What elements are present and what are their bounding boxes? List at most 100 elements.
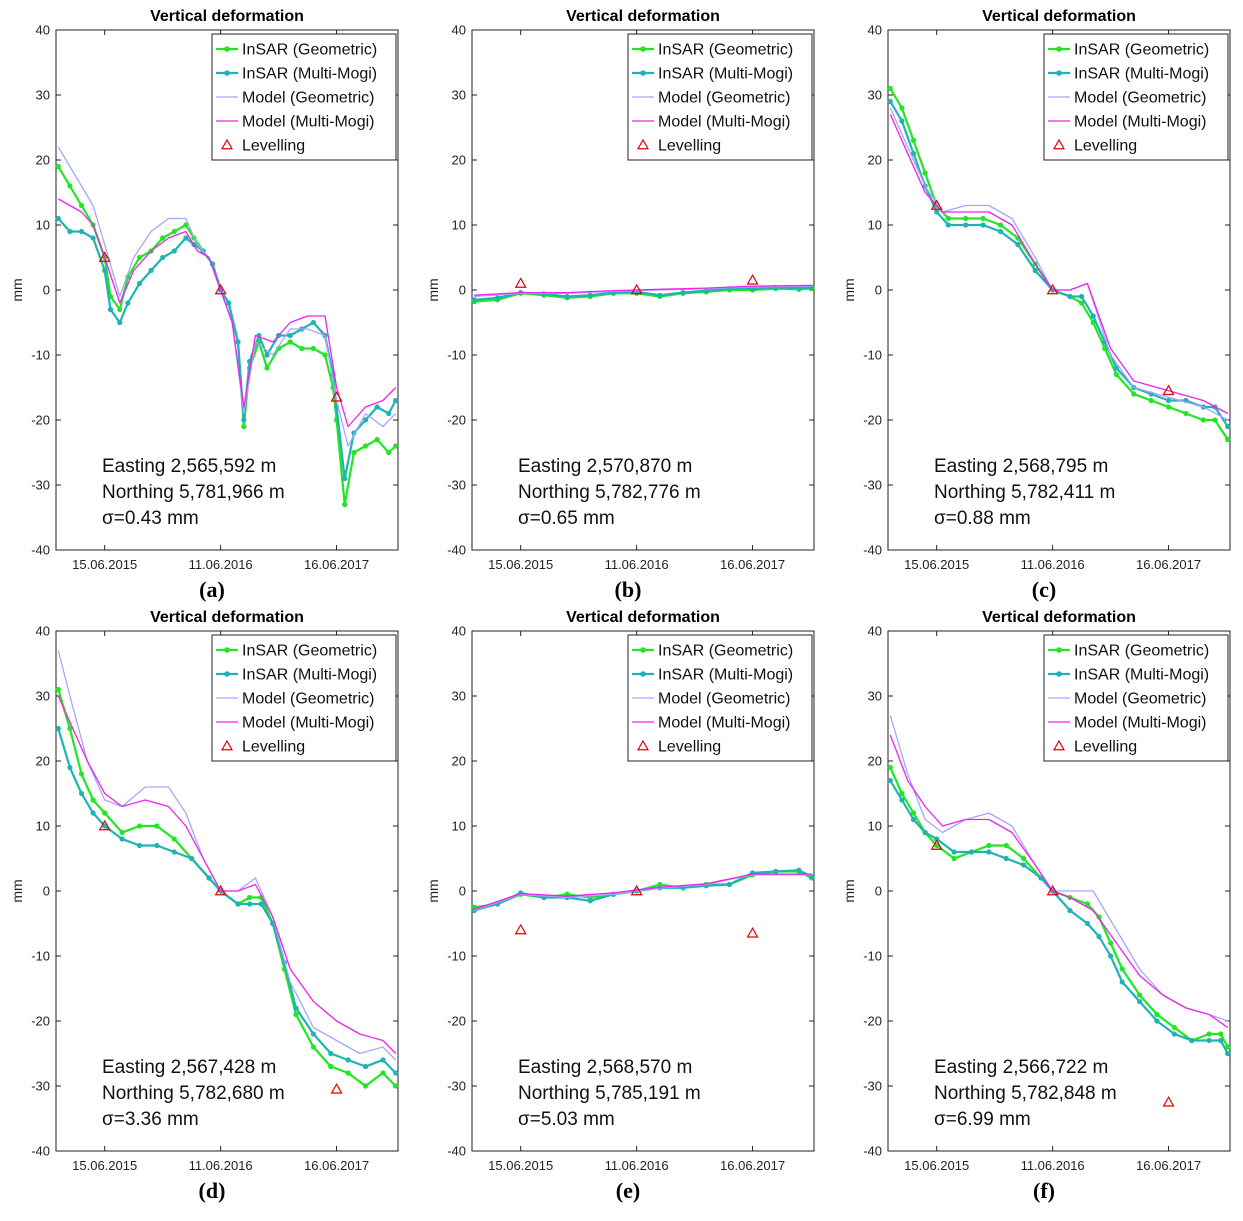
legend: InSAR (Geometric) InSAR (Multi-Mogi) Model… <box>211 634 397 762</box>
northing-label: Northing 5,782,848 m <box>934 1083 1117 1104</box>
chart-panel-e: Vertical deformation 40 30 20 10 0 -10 -20 -30 -4… <box>425 609 815 1203</box>
chart-panel-d: Vertical deformation 40 30 20 10 0 -10 -20 -30 -4… <box>9 609 399 1203</box>
data-point <box>887 777 893 784</box>
legend-label: InSAR (Geometric) <box>1074 643 1209 660</box>
series-line <box>57 695 397 1054</box>
x-tick-label: 16.06.2017 <box>304 557 369 572</box>
data-point <box>1079 293 1085 300</box>
legend-label: InSAR (Multi-Mogi) <box>1074 667 1209 684</box>
data-point <box>1131 391 1137 397</box>
data-point <box>183 235 189 241</box>
data-point <box>136 823 143 829</box>
series-line <box>474 873 812 910</box>
y-tick-label: -10 <box>863 348 882 363</box>
legend-entry-model-geometric: Model (Geometric) <box>216 691 374 708</box>
data-point <box>393 1083 399 1089</box>
legend-entry-model-multi-mogi: Model (Multi-Mogi) <box>1048 715 1206 732</box>
chart-title: Vertical deformation <box>566 8 720 25</box>
data-point <box>1003 855 1009 862</box>
data-point <box>1171 1024 1177 1031</box>
series-line <box>889 100 1229 428</box>
data-point <box>899 790 905 797</box>
data-point <box>67 764 73 771</box>
legend-label: Model (Geometric) <box>1074 90 1206 107</box>
data-point <box>241 423 247 430</box>
data-point <box>154 823 160 829</box>
data-point <box>1107 940 1114 946</box>
legend: InSAR (Geometric) InSAR (Multi-Mogi) Model… <box>627 33 813 161</box>
y-axis-label: mm <box>425 879 441 902</box>
sigma-label: σ=3.36 mm <box>102 1109 199 1130</box>
data-point <box>171 248 177 254</box>
y-axis-label: mm <box>841 278 857 301</box>
data-point <box>351 449 357 456</box>
sigma-label: σ=5.03 mm <box>518 1109 615 1130</box>
data-point <box>374 404 380 410</box>
data-point <box>386 449 392 456</box>
legend-label: Model (Multi-Mogi) <box>1074 715 1206 732</box>
data-point <box>393 443 399 449</box>
data-point <box>1225 436 1231 443</box>
data-point <box>293 1011 299 1018</box>
x-tick-label: 11.06.2016 <box>189 557 253 572</box>
data-point <box>102 267 108 274</box>
series-line <box>889 734 1229 1029</box>
data-point <box>235 339 241 345</box>
data-point <box>67 228 73 235</box>
chart-panel-f: Vertical deformation 40 30 20 10 0 -10 -20 -30 -4… <box>841 609 1231 1203</box>
legend-marker <box>1056 671 1062 677</box>
easting-label: Easting 2,567,428 m <box>102 1057 276 1078</box>
y-tick-label: -20 <box>447 413 466 428</box>
data-point <box>1189 1037 1195 1044</box>
x-tick-label: 16.06.2017 <box>1136 1158 1201 1173</box>
data-point <box>102 823 108 829</box>
levelling-point <box>214 283 227 295</box>
legend-label: InSAR (Multi-Mogi) <box>658 66 793 83</box>
data-point <box>887 85 893 92</box>
y-tick-label: 40 <box>36 23 50 38</box>
data-point <box>119 829 125 836</box>
series-line <box>474 284 812 296</box>
y-tick-label: -10 <box>447 949 466 964</box>
data-point <box>171 836 177 842</box>
y-tick-label: 10 <box>868 218 882 233</box>
chart-title: Vertical deformation <box>982 8 1136 25</box>
levelling-point <box>514 277 527 288</box>
y-tick-label: -10 <box>863 949 882 964</box>
station-annotation: Easting 2,570,870 m Northing 5,782,776 m σ… <box>518 456 701 529</box>
data-point <box>380 1070 386 1076</box>
y-tick-label: -30 <box>447 1079 466 1094</box>
data-point <box>997 222 1004 228</box>
data-point <box>899 105 905 111</box>
data-point <box>293 1005 299 1011</box>
x-tick-label: 15.06.2015 <box>72 1158 137 1173</box>
data-point <box>997 228 1004 235</box>
legend-label: Model (Geometric) <box>1074 691 1206 708</box>
x-tick-label: 15.06.2015 <box>488 1158 553 1173</box>
y-tick-label: -30 <box>31 1079 50 1094</box>
data-point <box>887 764 893 771</box>
data-point <box>1032 267 1038 274</box>
series-line <box>474 285 812 298</box>
legend-marker <box>1052 739 1066 751</box>
data-point <box>90 235 96 241</box>
legend-box <box>1043 634 1229 762</box>
data-point <box>587 292 593 298</box>
x-tick-label: 15.06.2015 <box>72 557 137 572</box>
data-point <box>362 1083 369 1089</box>
sigma-label: σ=0.88 mm <box>934 508 1031 529</box>
data-point <box>980 215 986 222</box>
series-levelling <box>98 819 343 1094</box>
y-tick-label: 30 <box>868 88 882 103</box>
levelling-point <box>514 923 527 935</box>
legend-label: InSAR (Geometric) <box>242 643 377 660</box>
data-point <box>362 443 369 449</box>
series-line <box>57 217 397 480</box>
sigma-label: σ=0.65 mm <box>518 508 615 529</box>
data-point <box>951 855 957 862</box>
data-point <box>1084 901 1091 907</box>
x-tick-label: 16.06.2017 <box>1136 557 1201 572</box>
data-point <box>55 686 61 693</box>
x-tick-label: 11.06.2016 <box>1021 557 1085 572</box>
data-point <box>247 901 253 907</box>
